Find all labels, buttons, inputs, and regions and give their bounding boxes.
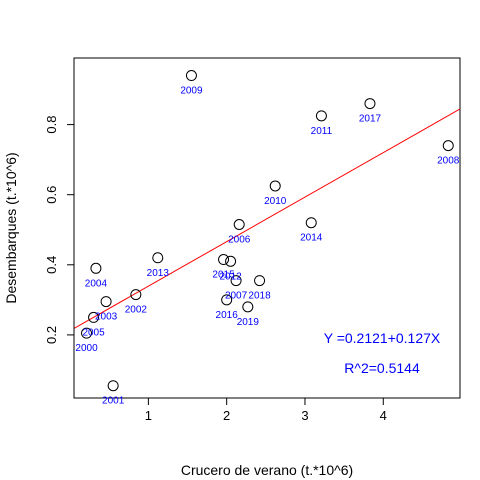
point-label: 2016	[216, 310, 239, 321]
point-label: 2009	[180, 86, 203, 97]
point-label: 2003	[95, 312, 118, 323]
point-label: 2000	[75, 343, 98, 354]
point-label: 2017	[359, 114, 382, 125]
point-label: 2001	[102, 396, 125, 407]
point-label: 2004	[85, 278, 108, 289]
data-point	[107, 380, 119, 392]
data-point	[254, 275, 266, 287]
x-tick-label: 4	[380, 408, 387, 423]
data-point	[364, 98, 376, 110]
data-point	[88, 311, 100, 323]
data-point	[90, 262, 102, 274]
point-label: 2002	[125, 305, 148, 316]
data-point	[305, 217, 317, 229]
point-label: 2011	[311, 126, 333, 137]
regression-line	[74, 108, 460, 330]
data-points-group	[81, 70, 454, 392]
point-label: 2018	[248, 291, 271, 302]
data-point	[315, 110, 327, 122]
data-point	[230, 275, 242, 287]
data-point	[442, 140, 454, 152]
y-tick-label: 0.2	[44, 326, 59, 344]
data-point	[269, 180, 281, 192]
point-labels-group: 2000 2005 2004 2003 2001 2002 2013 2009 2015 2016…	[75, 86, 459, 407]
data-point	[130, 289, 142, 301]
point-label: 2015	[212, 270, 235, 281]
data-point	[233, 218, 245, 230]
y-tick-label: 0.8	[44, 116, 59, 134]
y-axis-label: Desembarques (t.*10^6)	[3, 152, 19, 303]
data-point	[152, 252, 164, 264]
point-label: 2013	[147, 268, 170, 279]
point-label: 2005	[82, 327, 105, 338]
x-tick-label: 3	[301, 408, 308, 423]
regression-line-group	[74, 108, 460, 330]
regression-equation: Y =0.2121+0.127X	[324, 330, 441, 346]
r-squared-annotation: R^2=0.5144	[344, 360, 420, 376]
data-point	[221, 294, 233, 306]
data-point	[185, 70, 197, 82]
data-point	[100, 296, 112, 308]
point-label: 2008	[437, 156, 460, 167]
data-point	[218, 254, 230, 266]
point-label: 2012	[219, 271, 242, 282]
data-point	[242, 301, 254, 313]
y-tick-label: 0.4	[44, 256, 59, 274]
data-point	[81, 327, 93, 339]
y-tick-label: 0.6	[44, 186, 59, 204]
x-tick-label: 2	[223, 408, 230, 423]
point-label: 2014	[300, 233, 323, 244]
point-label: 2006	[228, 234, 251, 245]
x-axis: 1 2 3 4	[145, 397, 387, 423]
y-axis: 0.2 0.4 0.6 0.8	[44, 116, 75, 344]
data-point	[225, 255, 237, 267]
point-label: 2019	[237, 317, 260, 328]
point-label: 2007	[225, 291, 248, 302]
x-axis-label: Crucero de verano (t.*10^6)	[181, 462, 353, 478]
x-tick-label: 1	[145, 408, 152, 423]
point-label: 2010	[264, 196, 287, 207]
